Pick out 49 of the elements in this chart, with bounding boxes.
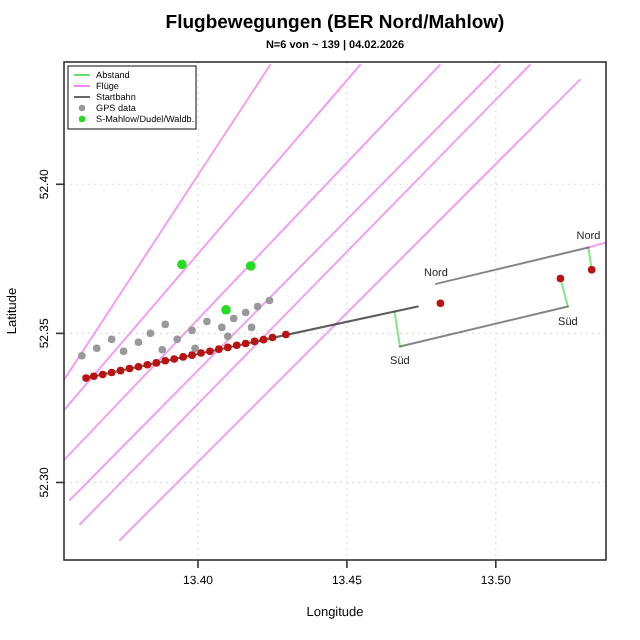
point	[188, 351, 196, 359]
point	[89, 372, 98, 381]
point	[188, 326, 196, 335]
point	[173, 335, 181, 344]
point	[179, 353, 187, 361]
point	[134, 338, 143, 347]
point	[119, 347, 128, 356]
point	[253, 302, 262, 311]
point	[221, 305, 231, 315]
point	[82, 374, 90, 382]
point	[177, 259, 187, 270]
point	[215, 345, 223, 353]
point	[152, 359, 161, 367]
point	[191, 344, 199, 353]
point	[241, 308, 250, 317]
point	[116, 366, 125, 375]
point	[259, 335, 268, 344]
point	[206, 347, 214, 356]
point	[556, 274, 565, 283]
point	[245, 261, 256, 271]
point	[134, 362, 143, 371]
point	[170, 355, 178, 363]
point	[223, 332, 232, 341]
point	[161, 320, 170, 329]
point	[436, 299, 445, 308]
point	[229, 314, 238, 323]
point	[268, 333, 277, 342]
point	[92, 344, 101, 353]
point	[107, 335, 116, 344]
point	[143, 360, 152, 369]
point	[203, 317, 211, 326]
point	[158, 345, 167, 354]
point	[223, 343, 232, 352]
point	[250, 337, 259, 346]
point	[146, 329, 155, 338]
point	[125, 364, 134, 373]
point	[241, 339, 250, 348]
point	[161, 357, 170, 365]
point	[265, 296, 274, 305]
point	[98, 370, 107, 379]
point	[247, 323, 256, 332]
point	[197, 349, 205, 357]
point	[218, 323, 226, 332]
point	[587, 266, 596, 274]
point	[107, 368, 116, 377]
point	[232, 341, 241, 350]
point	[78, 351, 86, 360]
chart-title: Flugbewegungen (BER Nord/Mahlow)	[165, 12, 505, 34]
point	[282, 330, 290, 339]
